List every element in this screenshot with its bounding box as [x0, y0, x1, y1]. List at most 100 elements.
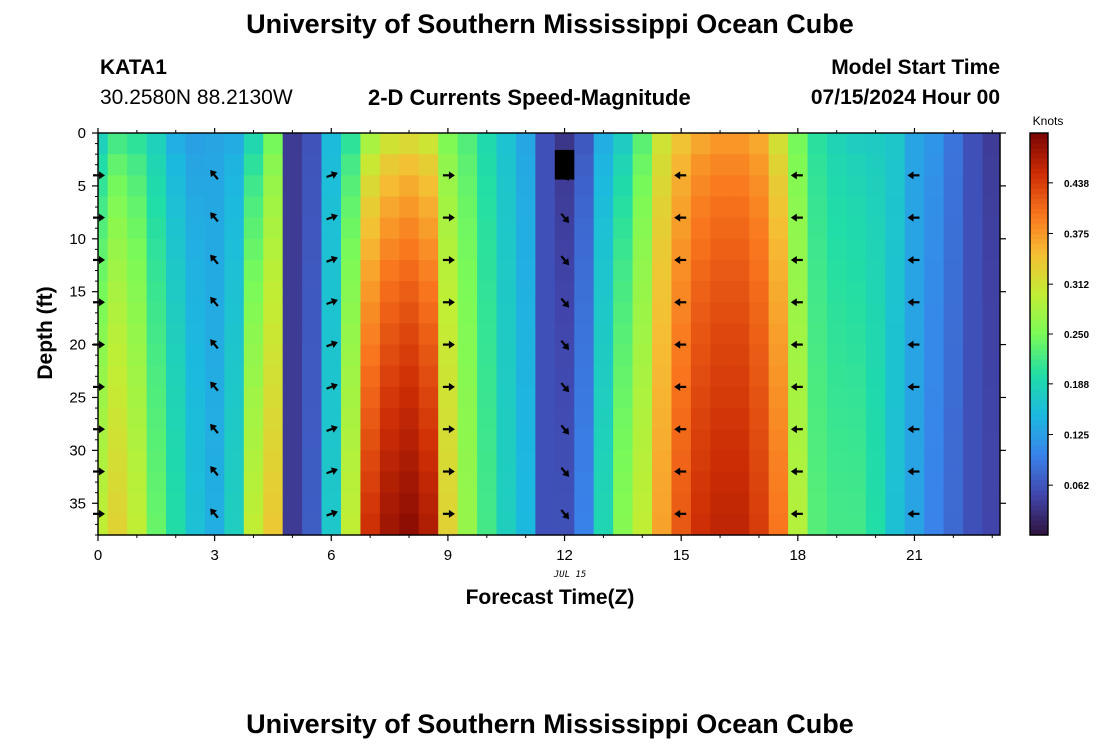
heatmap-cell — [98, 175, 109, 198]
heatmap-cell — [652, 302, 673, 325]
heatmap-cell — [710, 154, 731, 176]
heatmap-cell — [943, 196, 964, 219]
heatmap-cell — [515, 365, 536, 388]
chart-title-bottom: University of Southern Mississippi Ocean… — [246, 709, 854, 739]
heatmap-cell — [826, 217, 848, 240]
heatmap-cell — [340, 302, 362, 325]
heatmap-cell — [826, 429, 848, 451]
heatmap-cell — [943, 217, 964, 240]
heatmap-cell — [826, 513, 848, 536]
heatmap-cell — [963, 133, 984, 155]
heatmap-cell — [613, 513, 634, 536]
heatmap-cell — [807, 154, 828, 176]
heatmap-cell — [146, 344, 167, 367]
heatmap-cell — [788, 386, 809, 409]
heatmap-cell — [224, 429, 245, 451]
heatmap-cell — [98, 323, 109, 346]
heatmap-cell — [885, 513, 906, 536]
heatmap-cell — [768, 492, 789, 515]
heatmap-cell — [302, 133, 323, 155]
heatmap-cell — [729, 513, 750, 536]
heatmap-cell — [418, 238, 439, 261]
heatmap-cell — [340, 429, 362, 451]
heatmap-cell — [963, 386, 984, 409]
heatmap-cell — [788, 238, 809, 261]
heatmap-cell — [399, 281, 420, 303]
colorbar-segment — [1030, 263, 1048, 270]
heatmap-cell — [554, 492, 575, 515]
y-tick-label: 25 — [69, 389, 86, 406]
heatmap-cell — [282, 302, 303, 325]
heatmap-cell — [671, 175, 692, 198]
heatmap-cell — [107, 429, 128, 451]
heatmap-cell — [788, 492, 809, 515]
heatmap-cell — [146, 302, 167, 325]
current-vector — [326, 467, 338, 475]
heatmap-cell — [282, 259, 303, 282]
heatmap-cell — [574, 302, 595, 325]
heatmap-cell — [710, 471, 731, 494]
colorbar-segment — [1030, 193, 1048, 199]
heatmap-cell — [496, 386, 517, 409]
heatmap-cell — [963, 154, 984, 176]
heatmap-cell — [807, 492, 828, 515]
y-tick-label: 10 — [69, 231, 86, 248]
heatmap-cell — [224, 344, 245, 367]
missing-cell — [554, 149, 575, 180]
heatmap-cell — [671, 196, 692, 219]
heatmap-cell — [360, 386, 381, 409]
heatmap-cell — [671, 471, 692, 494]
heatmap-cell — [865, 471, 886, 494]
colorbar-segment — [1030, 173, 1048, 179]
heatmap-cell — [243, 323, 264, 346]
heatmap-cell — [477, 281, 498, 303]
heatmap-cell — [379, 217, 400, 240]
heatmap-cell — [749, 259, 770, 282]
heatmap-cell — [632, 259, 653, 282]
heatmap-cell — [185, 154, 206, 176]
heatmap-cell — [885, 175, 906, 198]
heatmap-cell — [302, 259, 323, 282]
heatmap-cell — [749, 429, 770, 451]
heatmap-cell — [807, 471, 828, 494]
colorbar-legend: 0.062 0.125 0.188 0.250 0.312 0.375 0.438 — [1029, 132, 1089, 536]
heatmap-cell — [282, 238, 303, 261]
current-vector — [442, 382, 455, 391]
y-tick-label: 30 — [69, 442, 86, 459]
colorbar-segment — [1030, 389, 1048, 395]
heatmap-cell — [554, 175, 575, 198]
heatmap-cell — [321, 386, 342, 409]
heatmap-cell — [263, 196, 284, 219]
heatmap-cell — [477, 386, 498, 409]
heatmap-cell — [399, 386, 420, 409]
heatmap-cell — [263, 408, 284, 430]
heatmap-cell — [846, 302, 867, 325]
current-vector — [790, 509, 803, 518]
colorbar-segment — [1030, 369, 1048, 375]
heatmap-cell — [185, 302, 206, 325]
heatmap-cell — [729, 408, 750, 430]
heatmap-cell — [321, 281, 342, 303]
heatmap-cell — [904, 217, 925, 240]
heatmap-cell — [749, 365, 770, 388]
heatmap-cell — [185, 281, 206, 303]
heatmap-cell — [321, 302, 342, 325]
heatmap-cell — [438, 513, 459, 536]
heatmap-cell — [146, 259, 167, 282]
heatmap-cell — [127, 281, 148, 303]
heatmap-cell — [302, 513, 323, 536]
heatmap-cell — [671, 365, 692, 388]
heatmap-cell — [613, 302, 634, 325]
colorbar-segment — [1030, 248, 1048, 255]
heatmap-cell — [904, 408, 925, 430]
speed-heatmap — [98, 133, 1001, 536]
heatmap-cell — [846, 365, 867, 388]
heatmap-cell — [496, 154, 517, 176]
heatmap-cell — [943, 154, 964, 176]
heatmap-cell — [166, 175, 187, 198]
heatmap-cell — [418, 344, 439, 367]
heatmap-cell — [457, 471, 478, 494]
heatmap-cell — [204, 302, 225, 325]
heatmap-cell — [127, 513, 148, 536]
heatmap-cell — [438, 154, 459, 176]
